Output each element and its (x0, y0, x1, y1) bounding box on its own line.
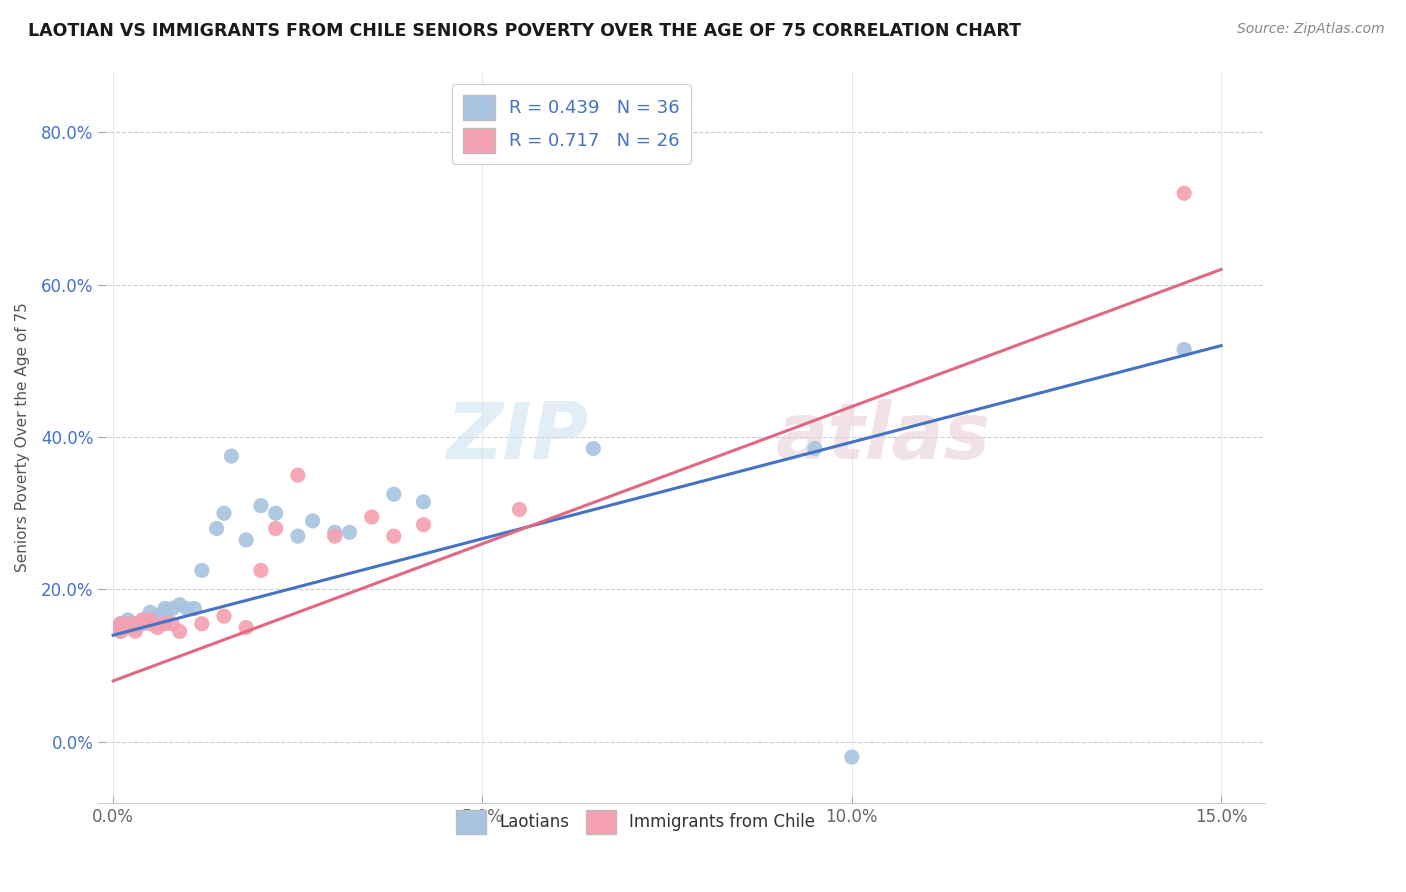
Point (139, 613, 162, 627)
Point (117, 621, 139, 635)
Point (301, 514, 323, 528)
Point (146, 609, 169, 624)
Text: Source: ZipAtlas.com: Source: ZipAtlas.com (1237, 22, 1385, 37)
Point (412, 517, 434, 532)
Point (191, 563, 214, 577)
Point (139, 605, 162, 619)
Point (110, 621, 132, 635)
Text: ZIP: ZIP (446, 399, 589, 475)
Point (360, 510, 382, 524)
Point (323, 529, 346, 543)
Point (146, 621, 169, 635)
Point (132, 616, 155, 631)
Point (124, 624, 146, 639)
Point (110, 621, 132, 635)
Point (110, 624, 132, 639)
Point (169, 624, 191, 639)
Point (235, 621, 257, 635)
Point (382, 529, 405, 543)
Point (412, 495, 434, 509)
Y-axis label: Seniors Poverty Over the Age of 75: Seniors Poverty Over the Age of 75 (15, 302, 30, 572)
Point (153, 616, 176, 631)
Point (841, 750, 863, 764)
Text: LAOTIAN VS IMMIGRANTS FROM CHILE SENIORS POVERTY OVER THE AGE OF 75 CORRELATION : LAOTIAN VS IMMIGRANTS FROM CHILE SENIORS… (28, 22, 1021, 40)
Point (264, 506, 287, 520)
Point (323, 525, 346, 540)
Point (250, 563, 273, 577)
Point (1173, 186, 1195, 201)
Point (153, 601, 176, 615)
Point (139, 613, 162, 627)
Point (110, 616, 132, 631)
Point (132, 613, 155, 627)
Point (117, 621, 139, 635)
Point (117, 616, 139, 631)
Point (339, 525, 361, 540)
Point (139, 616, 162, 631)
Point (110, 624, 132, 639)
Point (212, 609, 235, 624)
Point (110, 616, 132, 631)
Point (250, 499, 273, 513)
Point (183, 601, 205, 615)
Point (176, 601, 198, 615)
Point (162, 616, 184, 631)
Point (1173, 343, 1195, 357)
Point (124, 621, 146, 635)
Point (132, 613, 155, 627)
Point (221, 449, 243, 463)
Point (162, 601, 184, 615)
Legend: Laotians, Immigrants from Chile: Laotians, Immigrants from Chile (447, 802, 824, 842)
Point (169, 598, 191, 612)
Text: atlas: atlas (775, 399, 990, 475)
Point (235, 533, 257, 547)
Point (804, 442, 827, 456)
Point (287, 529, 309, 543)
Point (124, 616, 146, 631)
Point (205, 521, 228, 535)
Point (191, 616, 214, 631)
Point (124, 616, 146, 631)
Point (582, 442, 605, 456)
Point (117, 613, 139, 627)
Point (508, 502, 530, 516)
Point (153, 605, 176, 619)
Point (382, 487, 405, 501)
Point (117, 616, 139, 631)
Point (287, 468, 309, 483)
Point (264, 521, 287, 535)
Point (212, 506, 235, 520)
